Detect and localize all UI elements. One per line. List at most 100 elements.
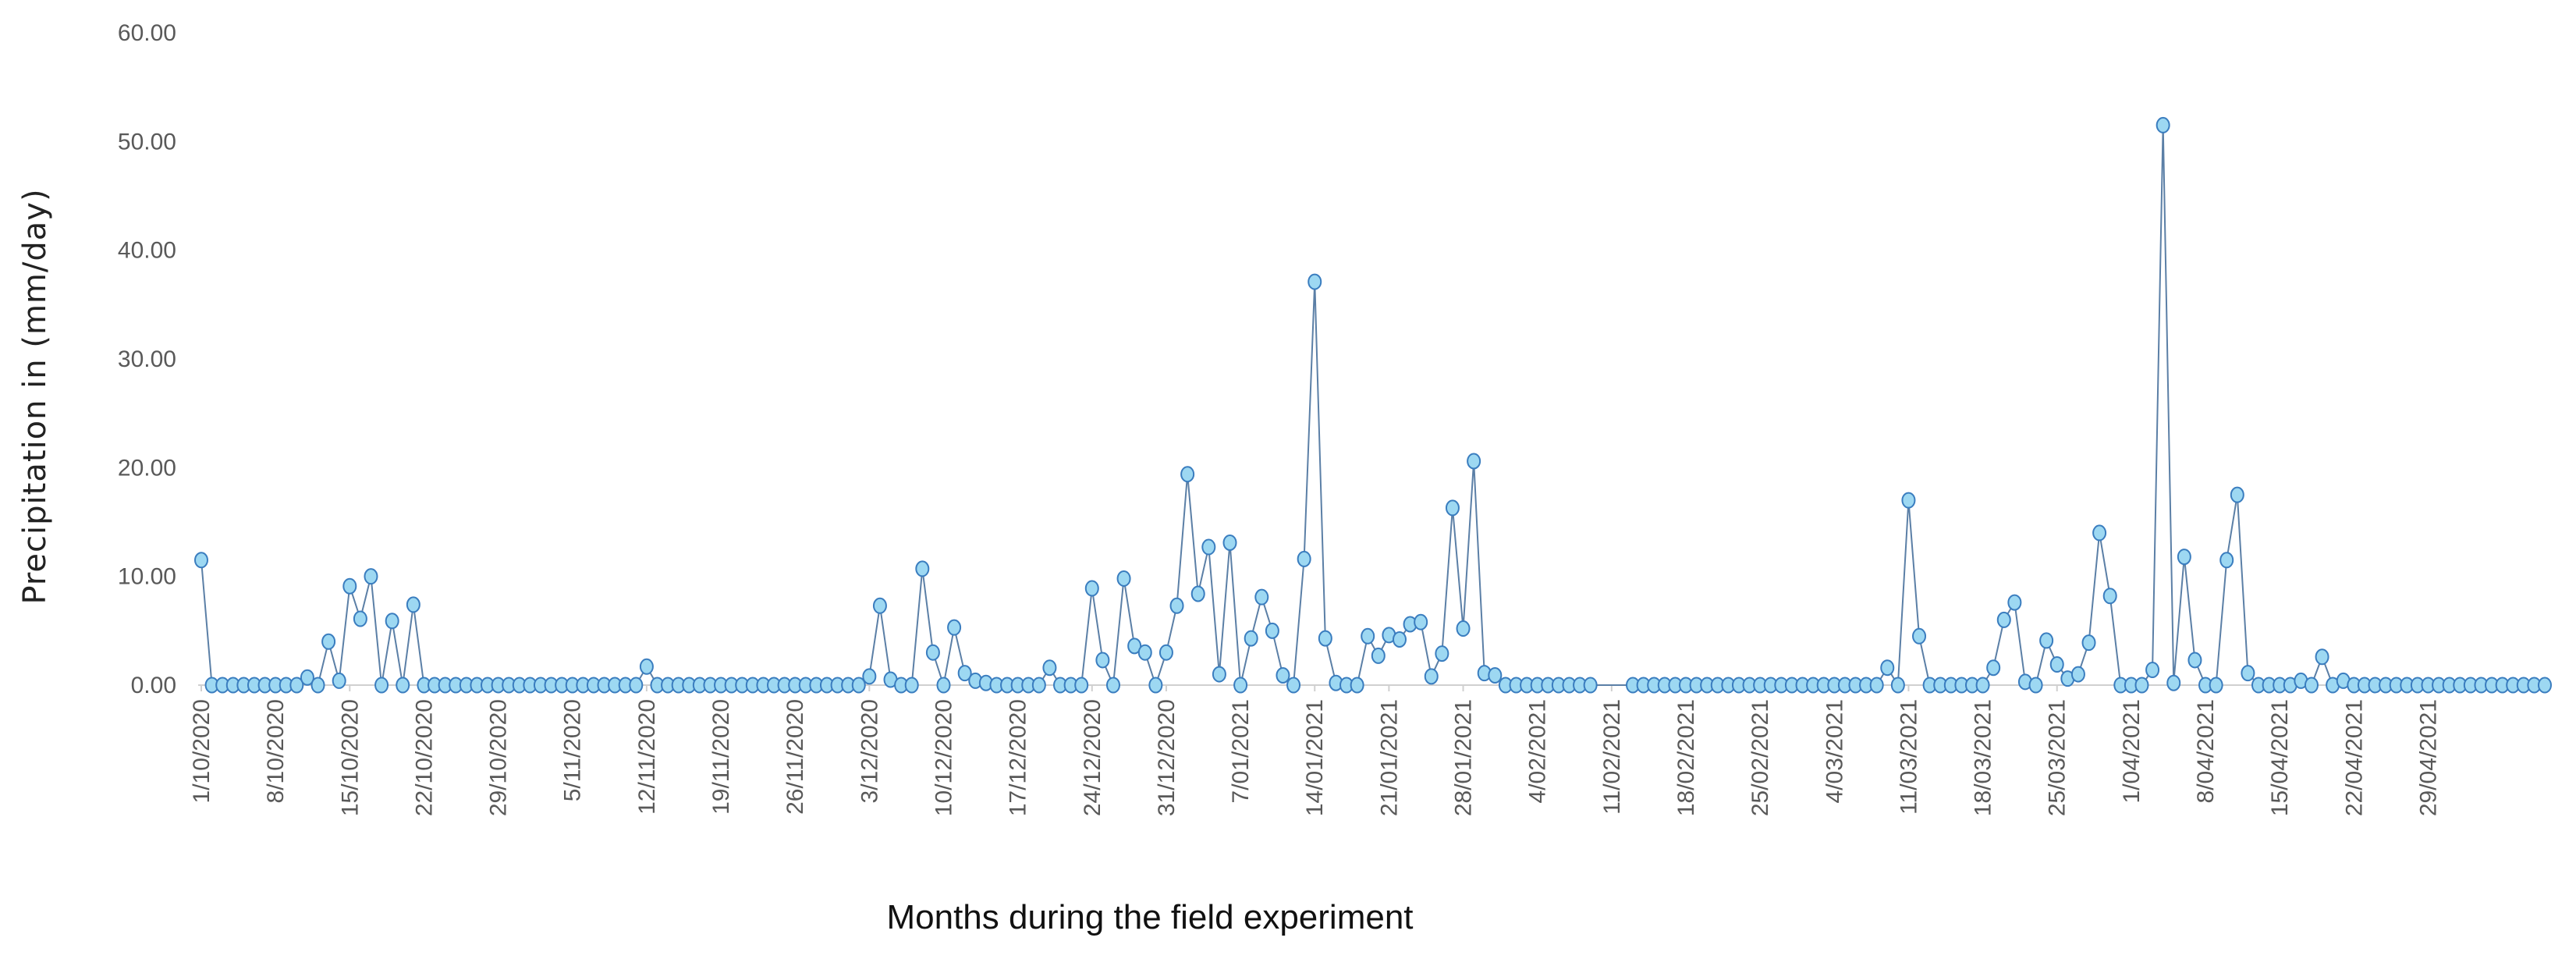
data-point bbox=[1488, 666, 1503, 684]
y-axis-ticks: 0.00 10.00 20.00 30.00 40.00 50.00 60.00 bbox=[118, 20, 176, 698]
data-point bbox=[396, 677, 410, 694]
x-tick-label: 26/11/2020 bbox=[782, 699, 808, 815]
y-tick-label: 20.00 bbox=[118, 455, 176, 481]
data-point bbox=[2007, 594, 2022, 611]
data-point bbox=[1435, 645, 1449, 662]
data-point bbox=[904, 677, 919, 694]
x-tick-label: 14/01/2021 bbox=[1302, 699, 1328, 816]
data-point bbox=[1361, 627, 1375, 645]
data-point bbox=[2039, 632, 2054, 649]
data-point bbox=[385, 613, 399, 630]
data-point bbox=[1912, 627, 1927, 645]
data-point bbox=[1890, 677, 1905, 694]
data-point bbox=[1297, 550, 1311, 567]
data-point bbox=[1308, 273, 1322, 290]
x-tick-label: 31/12/2020 bbox=[1154, 699, 1180, 816]
data-point bbox=[2241, 665, 2255, 682]
data-point bbox=[1318, 630, 1332, 647]
x-tick-label: 4/02/2021 bbox=[1525, 699, 1551, 803]
data-point bbox=[1414, 613, 1428, 630]
data-point bbox=[2081, 634, 2096, 652]
x-tick-label: 25/02/2021 bbox=[1747, 699, 1773, 816]
data-point bbox=[1276, 666, 1290, 684]
data-point bbox=[1880, 659, 1895, 677]
data-point bbox=[342, 577, 357, 595]
data-point bbox=[1031, 677, 1046, 694]
data-point bbox=[957, 665, 972, 682]
y-tick-label: 60.00 bbox=[118, 20, 176, 46]
data-point bbox=[1265, 622, 1279, 639]
data-point bbox=[300, 669, 314, 686]
y-axis-label: Precipitation in (mm/day) bbox=[17, 188, 53, 604]
data-point bbox=[1201, 538, 1216, 556]
data-point bbox=[2156, 116, 2170, 133]
data-point bbox=[1105, 677, 1120, 694]
x-tick-label: 19/11/2020 bbox=[708, 699, 734, 815]
x-tick-label: 11/03/2021 bbox=[1896, 699, 1921, 815]
y-tick-label: 50.00 bbox=[118, 129, 176, 155]
data-point bbox=[1137, 644, 1152, 661]
x-tick-label: 3/12/2020 bbox=[857, 699, 882, 803]
y-tick-label: 0.00 bbox=[131, 673, 176, 698]
x-tick-label: 17/12/2020 bbox=[1006, 699, 1031, 816]
data-point bbox=[2145, 661, 2160, 678]
y-tick-label: 40.00 bbox=[118, 238, 176, 264]
x-axis-ticks: 1/10/2020 8/10/2020 15/10/2020 22/10/2020 29… bbox=[189, 685, 2441, 816]
data-point bbox=[1456, 620, 1471, 638]
x-tick-label: 1/04/2021 bbox=[2119, 699, 2145, 803]
x-tick-label: 24/12/2020 bbox=[1080, 699, 1105, 816]
data-point bbox=[1148, 677, 1163, 694]
data-point bbox=[1233, 677, 1248, 694]
data-point bbox=[2219, 552, 2234, 569]
x-tick-label: 5/11/2020 bbox=[560, 699, 586, 801]
x-tick-label: 12/11/2020 bbox=[634, 699, 660, 815]
data-point bbox=[862, 668, 877, 685]
data-point bbox=[2049, 656, 2064, 673]
data-point bbox=[1084, 580, 1099, 597]
data-point bbox=[629, 677, 644, 694]
data-point bbox=[1286, 677, 1301, 694]
x-tick-label: 11/02/2021 bbox=[1599, 699, 1625, 815]
data-point bbox=[1095, 652, 1110, 669]
data-point bbox=[1986, 659, 2001, 677]
x-tick-label: 22/04/2021 bbox=[2341, 699, 2367, 816]
data-point bbox=[1169, 597, 1184, 614]
data-point bbox=[925, 644, 940, 661]
data-point bbox=[1371, 647, 1386, 664]
data-point bbox=[1996, 611, 2011, 628]
data-point bbox=[1244, 630, 1258, 647]
data-point bbox=[1350, 677, 1364, 694]
x-tick-label: 18/03/2021 bbox=[1971, 699, 1996, 816]
x-tick-label: 1/10/2020 bbox=[189, 699, 215, 803]
data-point bbox=[374, 677, 389, 694]
data-point bbox=[1212, 666, 1226, 683]
data-point bbox=[2304, 677, 2319, 694]
data-point bbox=[947, 619, 962, 636]
data-point bbox=[310, 677, 325, 694]
data-point bbox=[1583, 677, 1598, 694]
x-tick-label: 22/10/2020 bbox=[411, 699, 437, 816]
data-point bbox=[364, 568, 378, 585]
data-point bbox=[2134, 677, 2149, 694]
data-point bbox=[1392, 630, 1407, 648]
data-point bbox=[2092, 524, 2107, 542]
data-point bbox=[2187, 652, 2202, 669]
x-tick-label: 15/04/2021 bbox=[2267, 699, 2293, 816]
x-tick-label: 8/04/2021 bbox=[2193, 699, 2219, 803]
data-point bbox=[1127, 638, 1142, 655]
x-tick-label: 15/10/2020 bbox=[337, 699, 363, 816]
data-point bbox=[936, 677, 951, 694]
data-point bbox=[2177, 549, 2191, 566]
data-point bbox=[915, 560, 930, 577]
x-tick-label: 8/10/2020 bbox=[263, 699, 289, 803]
precipitation-markers bbox=[194, 116, 2552, 694]
data-point bbox=[2070, 666, 2085, 683]
data-point bbox=[1254, 588, 1269, 606]
data-point bbox=[1424, 668, 1439, 685]
x-axis-label: Months during the field experiment bbox=[886, 898, 1413, 936]
data-point bbox=[1158, 644, 1173, 661]
x-tick-label: 25/03/2021 bbox=[2045, 699, 2070, 816]
x-tick-label: 7/01/2021 bbox=[1228, 699, 1254, 803]
y-tick-label: 10.00 bbox=[118, 564, 176, 590]
